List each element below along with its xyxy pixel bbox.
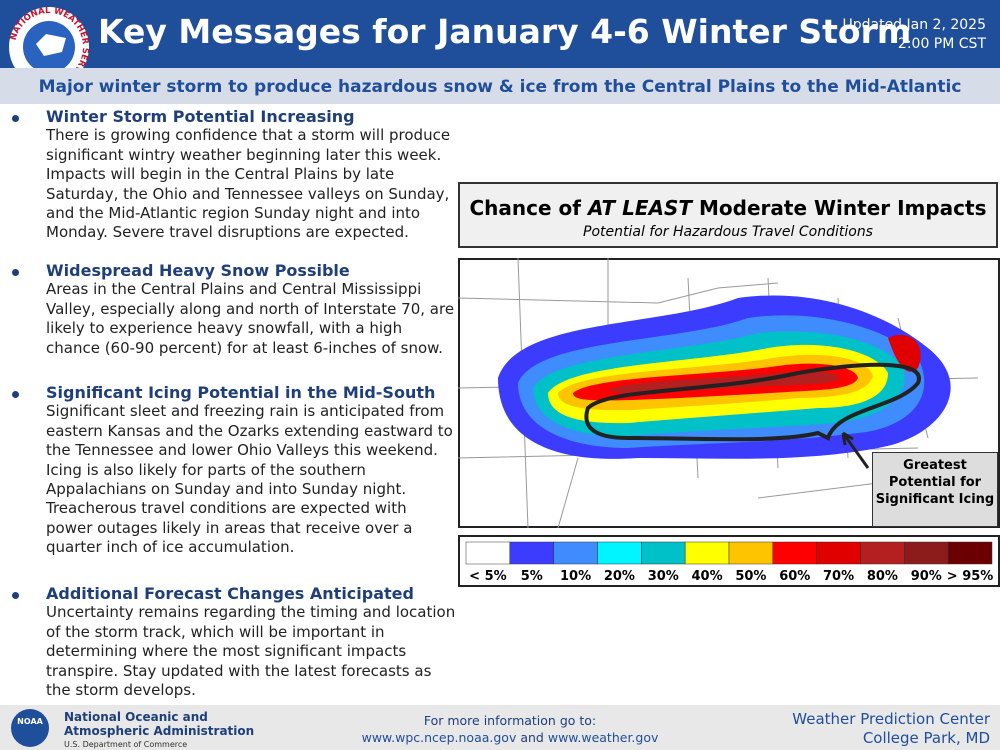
legend-label: 80% [867, 569, 898, 584]
legend-label: > 95% [947, 569, 994, 584]
link[interactable]: www.weather.gov [547, 730, 659, 745]
legend-label: 5% [521, 569, 543, 584]
legend-swatch [465, 541, 511, 565]
legend: < 5% 5% 10% 20% 30% 40% 50% 60% 70% 80% 90% > 95% [458, 535, 1000, 587]
bullet: Additional Forecast Changes Anticipated U… [46, 584, 456, 700]
legend-label: 40% [692, 569, 723, 584]
legend-swatch [816, 541, 861, 565]
link-sep: and [520, 730, 544, 745]
legend-label: 70% [823, 569, 854, 584]
office: Weather Prediction Center College Park, M… [792, 710, 990, 748]
legend-swatch [509, 541, 554, 565]
footer [0, 705, 1000, 750]
bullet-dot [12, 592, 19, 599]
map-title-emph: AT LEAST [587, 196, 693, 220]
legend-swatch [684, 541, 730, 565]
map-subtitle: Potential for Hazardous Travel Condition… [583, 224, 873, 240]
updated-time: 2:00 PM CST [897, 36, 986, 52]
legend-label: 10% [560, 569, 591, 584]
legend-swatch [597, 541, 642, 565]
legend-swatch [728, 541, 774, 565]
header-bar [0, 0, 1000, 68]
legend-swatch [947, 541, 993, 565]
title: Key Messages for January 4-6 Winter Stor… [98, 12, 912, 51]
legend-label: 20% [604, 569, 635, 584]
updated: Updated Jan 2, 2025 2:00 PM CST [842, 16, 986, 54]
legend-label: < 5% [469, 569, 507, 584]
agency: National Oceanic and Atmospheric Administ… [64, 710, 254, 750]
bullet-heading: Winter Storm Potential Increasing [46, 107, 355, 126]
bullet-text: Uncertainty remains regarding the timing… [46, 603, 456, 700]
bullet: Widespread Heavy Snow Possible Areas in t… [46, 261, 456, 358]
noaa-text: NOAA [17, 717, 43, 726]
legend-swatch [860, 541, 905, 565]
bullet: Winter Storm Potential Increasing There i… [46, 107, 456, 243]
info: For more information go to: www.wpc.ncep… [300, 712, 720, 746]
bullet-text: Significant sleet and freezing rain is a… [46, 402, 453, 557]
agency-line: National Oceanic and [64, 710, 208, 724]
map-title-box: Chance of AT LEAST Moderate Winter Impac… [458, 182, 998, 248]
legend-label: 30% [648, 569, 679, 584]
legend-swatch [553, 541, 598, 565]
legend-label: 60% [779, 569, 810, 584]
department: U.S. Department of Commerce [64, 740, 188, 749]
bullet-dot [12, 269, 19, 276]
subtitle: Major winter storm to produce hazardous … [38, 77, 962, 97]
subtitle-bar [0, 68, 1000, 104]
bullet-heading: Widespread Heavy Snow Possible [46, 261, 350, 280]
noaa-logo: NOAA [11, 709, 49, 747]
map-title-part: Moderate Winter Impacts [692, 196, 987, 220]
legend-label: 50% [735, 569, 766, 584]
bullet-dot [12, 115, 19, 122]
map-title: Chance of AT LEAST Moderate Winter Impac… [460, 196, 996, 220]
legend-swatch [641, 541, 686, 565]
icing-annotation: Greatest Potential for Significant Icing [872, 452, 998, 527]
bullet-dot [12, 391, 19, 398]
link[interactable]: www.wpc.ncep.noaa.gov [361, 730, 517, 745]
office-line: Weather Prediction Center [792, 710, 990, 728]
legend-swatch [904, 541, 949, 565]
map-title-part: Chance of [469, 196, 588, 220]
legend-label: 90% [911, 569, 942, 584]
bullet: Significant Icing Potential in the Mid-S… [46, 383, 456, 558]
updated-date: Updated Jan 2, 2025 [842, 17, 986, 33]
info-text: For more information go to: [423, 713, 597, 728]
bullet-heading: Additional Forecast Changes Anticipated [46, 584, 414, 603]
bullet-text: There is growing confidence that a storm… [46, 126, 451, 242]
legend-swatch [772, 541, 817, 565]
agency-line: Atmospheric Administration [64, 724, 255, 738]
office-line: College Park, MD [862, 729, 990, 747]
bullet-text: Areas in the Central Plains and Central … [46, 280, 455, 357]
bullet-heading: Significant Icing Potential in the Mid-S… [46, 383, 436, 402]
